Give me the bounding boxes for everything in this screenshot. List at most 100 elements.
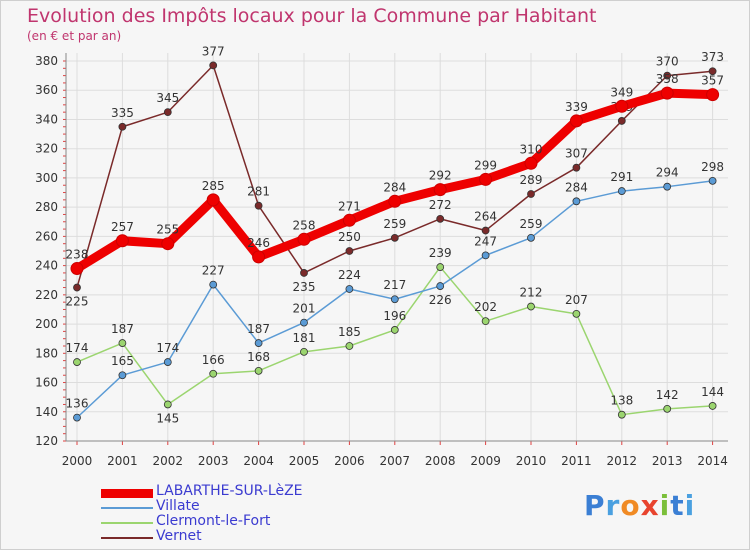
data-label: 310 [520, 142, 543, 156]
data-label: 207 [565, 293, 588, 307]
data-label: 202 [474, 300, 497, 314]
data-label: 227 [202, 264, 225, 278]
y-tick-label: 360 [35, 83, 58, 97]
data-point [660, 86, 674, 100]
data-point [163, 358, 172, 366]
data-label: 289 [520, 173, 543, 187]
data-label: 307 [565, 147, 588, 161]
data-label: 292 [429, 169, 452, 183]
data-point [527, 302, 535, 311]
legend-label: Villate [156, 498, 200, 514]
data-label: 345 [156, 91, 179, 105]
data-point [252, 250, 266, 264]
data-label: 299 [474, 158, 497, 172]
data-point [572, 163, 581, 172]
data-label: 225 [66, 295, 89, 309]
data-label: 349 [610, 85, 633, 99]
data-point [209, 61, 218, 70]
data-point [342, 213, 356, 227]
data-point [254, 201, 263, 210]
y-tick-label: 220 [35, 288, 58, 302]
y-tick-label: 160 [35, 376, 58, 390]
data-label: 174 [156, 341, 179, 355]
data-point [254, 366, 263, 375]
data-label: 284 [383, 180, 406, 194]
data-label: 250 [338, 230, 361, 244]
data-label: 196 [383, 309, 406, 323]
data-point [436, 214, 445, 223]
plot-area [66, 53, 728, 441]
data-label: 246 [247, 236, 270, 250]
x-tick-label: 2006 [334, 454, 365, 468]
legend-swatch [101, 507, 153, 509]
data-point [433, 183, 447, 197]
data-point [481, 317, 490, 326]
data-point [254, 339, 263, 347]
data-point [163, 108, 172, 117]
chart-subtitle: (en € et par an) [27, 29, 122, 43]
legend-swatch [101, 488, 153, 498]
data-label: 226 [429, 293, 452, 307]
y-tick-label: 320 [35, 142, 58, 156]
data-point [569, 114, 583, 128]
x-tick-label: 2005 [289, 454, 320, 468]
x-tick-label: 2007 [380, 454, 411, 468]
x-tick-label: 2012 [607, 454, 638, 468]
data-point [206, 193, 220, 207]
y-tick-label: 260 [35, 229, 58, 243]
data-label: 168 [247, 350, 270, 364]
data-label: 185 [338, 325, 361, 339]
data-label: 238 [66, 248, 89, 262]
data-point [617, 187, 626, 195]
data-point [388, 194, 402, 208]
x-tick-label: 2011 [561, 454, 592, 468]
data-label: 166 [202, 353, 225, 367]
legend-label: LABARTHE-SUR-LèZE [156, 483, 303, 499]
data-point [436, 263, 445, 271]
y-tick-label: 180 [35, 346, 58, 360]
data-label: 138 [610, 394, 633, 408]
data-point [527, 190, 535, 198]
data-label: 212 [520, 286, 543, 300]
data-label: 259 [383, 217, 406, 231]
data-label: 247 [474, 234, 497, 248]
legend-swatch [101, 537, 153, 539]
data-label: 373 [701, 50, 724, 64]
data-label: 272 [429, 198, 452, 212]
data-point [345, 247, 354, 255]
x-tick-label: 2003 [198, 454, 229, 468]
data-point [118, 371, 127, 380]
data-point [73, 283, 81, 292]
data-point [118, 339, 127, 347]
y-tick-label: 280 [35, 200, 58, 214]
data-point [663, 182, 672, 191]
data-label: 187 [247, 322, 270, 336]
y-tick-label: 120 [35, 434, 58, 448]
data-point [161, 237, 175, 251]
legend-swatch [101, 522, 153, 524]
data-label: 281 [247, 185, 270, 199]
data-point [524, 156, 538, 170]
data-point [436, 282, 445, 290]
data-point [163, 400, 172, 409]
data-point [73, 413, 81, 422]
legend-label: Clermont-le-Fort [156, 513, 271, 529]
y-tick-label: 140 [35, 405, 58, 419]
data-point [300, 318, 308, 327]
data-label: 271 [338, 199, 361, 213]
chart-title: Evolution des Impôts locaux pour la Comm… [27, 5, 597, 27]
data-label: 239 [429, 246, 452, 260]
data-point [708, 402, 717, 410]
x-tick-label: 2008 [425, 454, 456, 468]
data-label: 235 [293, 280, 316, 294]
x-tick-label: 2001 [107, 454, 138, 468]
data-label: 298 [701, 160, 724, 174]
data-point [390, 233, 399, 242]
data-label: 145 [156, 411, 179, 425]
data-label: 187 [111, 322, 134, 336]
data-point [527, 233, 535, 242]
data-label: 217 [383, 278, 406, 292]
data-label: 201 [293, 302, 316, 316]
data-point [390, 295, 399, 304]
